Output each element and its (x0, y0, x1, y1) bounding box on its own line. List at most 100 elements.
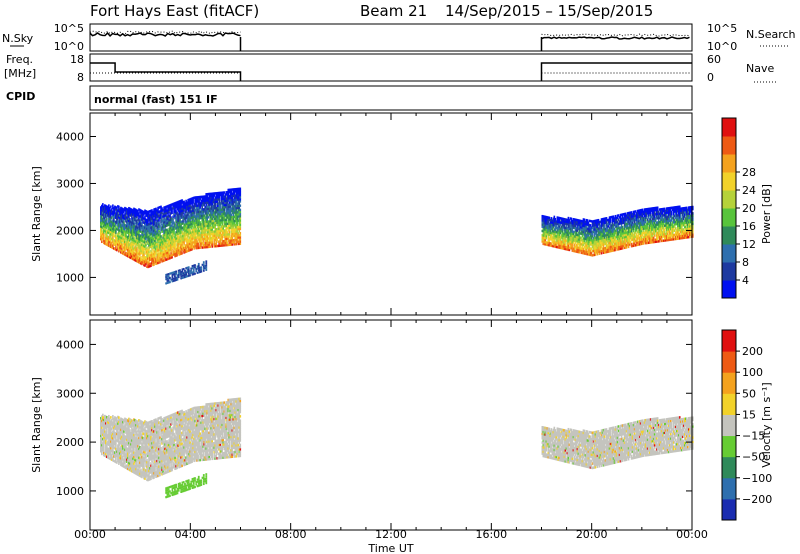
power-cell (210, 192, 212, 196)
power-cell (627, 230, 630, 234)
power-cell (239, 212, 242, 216)
power-cell (558, 229, 561, 232)
power-cell (128, 225, 130, 229)
power-cell (176, 241, 178, 244)
power-cell (611, 232, 614, 235)
power-cell (103, 222, 105, 226)
power-cell (105, 204, 107, 208)
power-cell (631, 234, 634, 237)
power-cell (110, 228, 112, 232)
power-cell (203, 197, 205, 200)
power-cell (230, 209, 233, 213)
power-cell (214, 245, 217, 248)
power-cell (233, 192, 236, 195)
power-cell (118, 220, 120, 223)
power-cell (229, 203, 232, 206)
power-cell (215, 242, 218, 246)
power-cell (165, 254, 167, 257)
power-cell (602, 249, 605, 252)
power-cell (166, 215, 168, 219)
power-cell (159, 252, 161, 255)
power-cell (548, 227, 551, 230)
power-cell (165, 220, 167, 223)
power-cell (157, 219, 159, 222)
power-cell (641, 217, 644, 220)
power-cell (179, 238, 181, 241)
power-cell (125, 241, 127, 244)
power-cell (174, 204, 176, 207)
power-cell (232, 232, 235, 236)
power-cell (605, 248, 608, 252)
power-cell (641, 225, 644, 228)
power-cell (135, 219, 137, 222)
power-cell (135, 221, 137, 224)
power-cell (124, 240, 126, 244)
power-cell (169, 214, 171, 218)
power-cell (239, 198, 242, 201)
power-cell (222, 208, 225, 211)
power-cell (141, 239, 143, 242)
power-cell (235, 202, 238, 206)
power-cell (614, 223, 617, 226)
power-cell (571, 219, 574, 223)
power-cell (571, 241, 574, 244)
power-cell (166, 236, 168, 240)
power-cell (216, 198, 219, 201)
power-cell (578, 219, 581, 222)
power-cell (638, 211, 641, 214)
power-cell (655, 236, 658, 239)
power-cell (580, 228, 583, 231)
power-cell (125, 207, 127, 210)
power-cell (223, 218, 226, 222)
power-cell (652, 236, 655, 240)
power-cell (550, 223, 553, 226)
power-cell (171, 203, 173, 206)
power-cell (222, 218, 225, 222)
power-cell (662, 207, 665, 211)
power-cell (569, 246, 572, 250)
power-cell (159, 239, 161, 243)
power-cell (665, 211, 668, 214)
power-cell (612, 249, 615, 252)
power-cell (199, 233, 201, 237)
power-cell (135, 210, 137, 214)
power-cell (127, 219, 129, 222)
power-cell (103, 210, 105, 213)
power-cell (141, 245, 143, 249)
power-cell (152, 234, 154, 237)
power-cell (665, 220, 668, 223)
power-cell (178, 208, 180, 212)
power-cell (662, 231, 665, 234)
power-cell (180, 229, 182, 232)
power-cell (626, 224, 629, 228)
power-cell (138, 242, 140, 245)
power-cell (581, 239, 584, 242)
power-cell (608, 216, 611, 219)
power-cell (120, 244, 122, 248)
power-cell (576, 242, 579, 245)
power-cell (604, 238, 607, 241)
power-cell (637, 220, 640, 223)
power-cell (568, 242, 571, 245)
power-cell (646, 237, 649, 240)
power-cell (107, 235, 109, 238)
power-cell (547, 216, 550, 219)
power-cell (585, 218, 588, 222)
power-cell (171, 241, 173, 244)
power-cell (584, 235, 587, 239)
power-cell (654, 240, 657, 244)
power-cell (172, 234, 174, 237)
power-cell (154, 210, 156, 213)
power-cell (127, 227, 129, 230)
power-cell (657, 235, 660, 239)
power-cell (229, 207, 232, 211)
power-cell (137, 222, 139, 225)
power-cell (117, 205, 119, 208)
power-cell (660, 235, 663, 238)
power-cell (616, 222, 619, 226)
power-cell (595, 238, 598, 241)
power-cell (214, 198, 217, 201)
power-cell (626, 222, 629, 226)
power-cell (199, 206, 201, 209)
power-cell (603, 225, 606, 229)
